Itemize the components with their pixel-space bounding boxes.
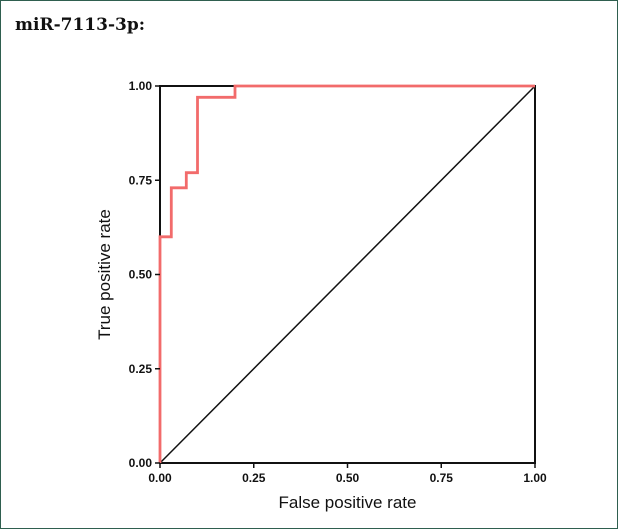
y-axis-title: True positive rate xyxy=(95,209,114,340)
x-tick-label: 0.50 xyxy=(336,471,360,485)
y-tick-label: 0.25 xyxy=(129,362,153,376)
x-tick-label: 0.75 xyxy=(430,471,454,485)
y-tick-label: 1.00 xyxy=(129,79,153,93)
x-tick-label: 0.25 xyxy=(242,471,266,485)
y-tick-label: 0.75 xyxy=(129,173,153,187)
x-axis-title: False positive rate xyxy=(279,493,417,512)
y-tick-label: 0.50 xyxy=(129,268,153,282)
reference-diagonal-line xyxy=(159,85,536,464)
x-tick-label: 0.00 xyxy=(148,471,172,485)
roc-curve-line xyxy=(158,84,535,463)
y-tick-label: 0.00 xyxy=(129,456,153,470)
panel-title: miR-7113-3p: xyxy=(15,15,145,35)
x-tick-label: 1.00 xyxy=(523,471,547,485)
